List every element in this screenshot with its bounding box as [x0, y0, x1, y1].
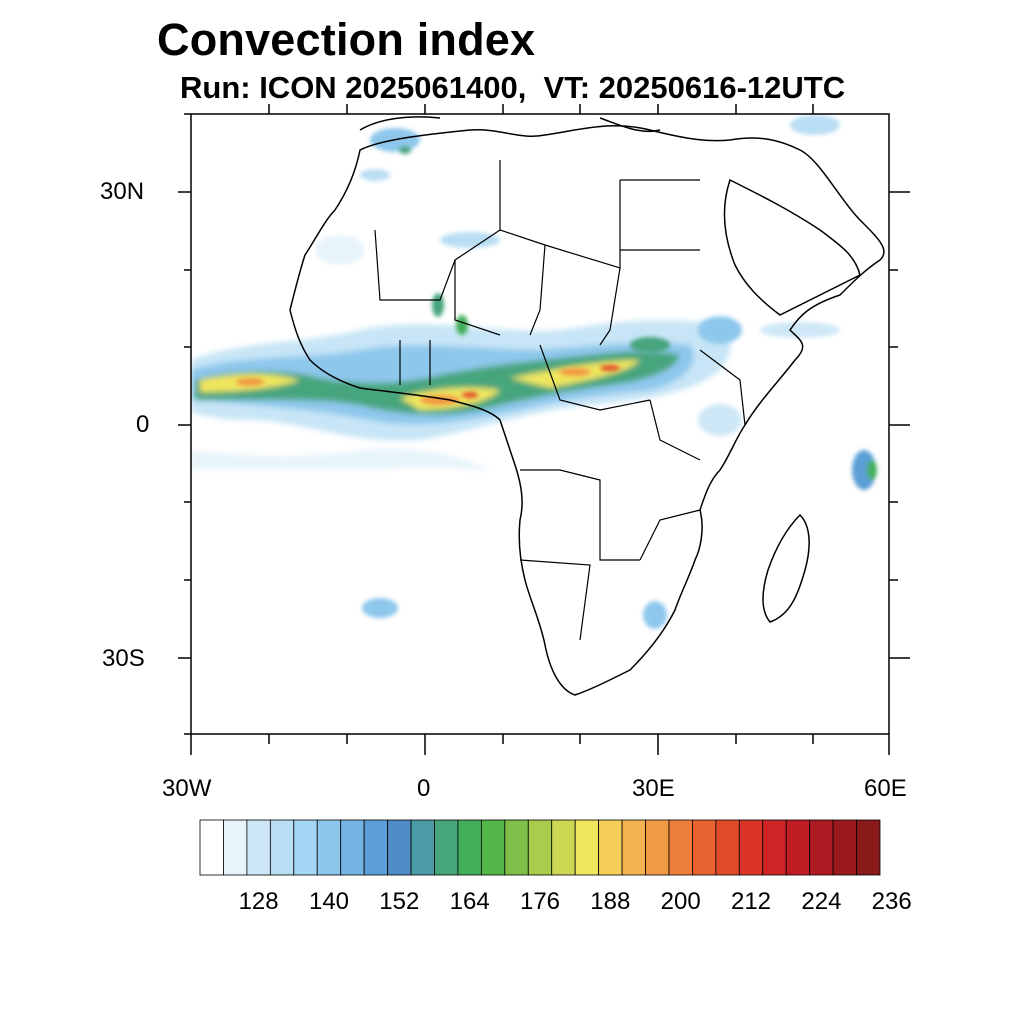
- colorbar-swatch: [738, 819, 764, 876]
- lat-label-30s: 30S: [102, 645, 145, 672]
- colorbar-swatch: [832, 819, 857, 876]
- lon-label-30w: 30W: [162, 775, 212, 802]
- colorbar: [199, 819, 881, 876]
- colorbar-swatch: [316, 819, 342, 876]
- colorbar-swatch: [223, 819, 248, 876]
- map-frame: [190, 113, 890, 735]
- colorbar-tick-label: 188: [590, 888, 631, 915]
- colorbar-tick-label: 212: [730, 888, 772, 915]
- colorbar-tick-label: 140: [308, 888, 350, 915]
- lat-label-0: 0: [136, 411, 150, 438]
- colorbar-tick-label: 128: [238, 888, 279, 915]
- colorbar-swatch: [527, 819, 553, 876]
- coastlines: [289, 116, 885, 696]
- colorbar-swatch: [715, 819, 740, 876]
- colorbar-swatch: [668, 819, 693, 876]
- colorbar-swatch: [269, 819, 295, 876]
- lon-label-0: 0: [417, 775, 431, 802]
- colorbar-swatch: [246, 819, 271, 876]
- colorbar-tick-label: 152: [379, 888, 420, 915]
- colorbar-swatch: [457, 819, 482, 876]
- colorbar-swatch: [363, 819, 388, 876]
- colorbar-swatch: [340, 819, 365, 876]
- colorbar-swatch: [621, 819, 646, 876]
- colorbar-swatch: [480, 819, 506, 876]
- colorbar-tick-label: 236: [871, 888, 912, 915]
- colorbar-swatch: [551, 819, 576, 876]
- colorbar-tick-label: 224: [801, 888, 842, 915]
- colorbar-swatch: [574, 819, 600, 876]
- lat-label-30n: 30N: [100, 178, 145, 205]
- colorbar-tick-label: 200: [660, 888, 701, 915]
- convection-field: [191, 115, 877, 629]
- colorbar-swatch: [692, 819, 717, 876]
- colorbar-swatch: [645, 819, 670, 876]
- colorbar-swatch: [809, 819, 834, 876]
- chart-subtitle: Run: ICON 2025061400, VT: 20250616-12UTC: [180, 70, 846, 105]
- colorbar-swatch: [762, 819, 787, 876]
- colorbar-tick-label: 164: [449, 888, 490, 915]
- colorbar-tick-label: 176: [519, 888, 561, 915]
- colorbar-swatch: [434, 819, 459, 876]
- colorbar-swatch: [856, 819, 881, 876]
- chart-title: Convection index: [157, 14, 536, 65]
- colorbar-swatch: [785, 819, 811, 876]
- lon-label-60e: 60E: [864, 775, 907, 802]
- colorbar-swatch: [504, 819, 529, 876]
- axis-ticks: [178, 104, 910, 755]
- colorbar-swatch: [387, 819, 412, 876]
- colorbar-swatch: [199, 819, 224, 876]
- lon-label-30e: 30E: [632, 775, 675, 802]
- colorbar-swatch: [410, 819, 435, 876]
- colorbar-swatch: [598, 819, 623, 876]
- colorbar-swatch: [293, 819, 318, 876]
- country-borders: [374, 160, 746, 641]
